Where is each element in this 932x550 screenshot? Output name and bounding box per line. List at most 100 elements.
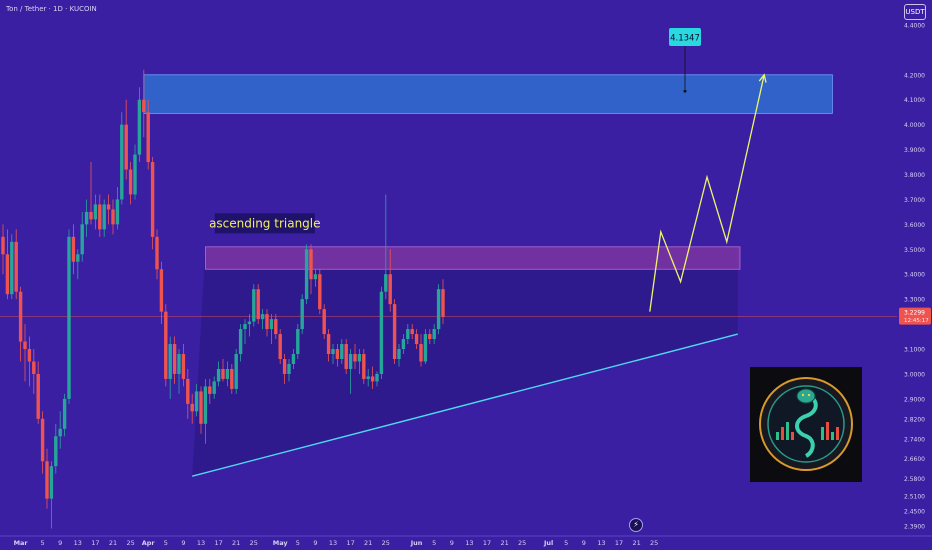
candle-body[interactable] (375, 373, 379, 382)
candle-body[interactable] (309, 249, 313, 280)
candle-body[interactable] (98, 204, 102, 230)
candle-body[interactable] (300, 299, 304, 330)
candle-body[interactable] (45, 461, 49, 499)
candle-body[interactable] (10, 241, 14, 295)
candle-body[interactable] (36, 373, 40, 419)
candle-body[interactable] (252, 289, 256, 322)
candle-body[interactable] (348, 354, 353, 369)
candle-body[interactable] (397, 349, 401, 359)
candle-body[interactable] (120, 124, 124, 200)
lightning-icon[interactable]: ⚡ (629, 518, 643, 532)
candle-body[interactable] (353, 354, 357, 362)
support-trendline[interactable] (192, 333, 738, 477)
price-scale-background[interactable] (897, 0, 932, 550)
candle-body[interactable] (18, 291, 23, 342)
candle-body[interactable] (106, 204, 111, 210)
candle-body[interactable] (370, 376, 375, 382)
candle-body[interactable] (291, 354, 296, 364)
candle-body[interactable] (159, 269, 164, 312)
candle-body[interactable] (150, 162, 155, 237)
candle-body[interactable] (124, 124, 128, 170)
candle-body[interactable] (419, 344, 423, 362)
projection-path[interactable] (649, 74, 765, 312)
candle-body[interactable] (194, 391, 199, 412)
candle-body[interactable] (32, 361, 36, 374)
candle-body[interactable] (58, 428, 62, 437)
candle-body[interactable] (142, 99, 146, 113)
candle-body[interactable] (199, 391, 203, 424)
candle-body[interactable] (274, 319, 278, 335)
candle-body[interactable] (49, 466, 54, 499)
candle-body[interactable] (401, 339, 406, 350)
candle-body[interactable] (428, 334, 432, 340)
candle-body[interactable] (181, 354, 186, 379)
candle-body[interactable] (5, 254, 10, 295)
candle-body[interactable] (80, 224, 84, 255)
candle-body[interactable] (146, 112, 150, 163)
candle-body[interactable] (278, 334, 282, 359)
candle-body[interactable] (234, 354, 238, 389)
candle-body[interactable] (247, 321, 252, 325)
candle-body[interactable] (331, 349, 335, 355)
target-label-box[interactable] (669, 28, 701, 46)
candle-body[interactable] (93, 204, 98, 220)
resistance-zone[interactable] (204, 246, 741, 270)
candle-body[interactable] (128, 169, 133, 195)
candle-body[interactable] (243, 324, 247, 330)
candle-body[interactable] (67, 236, 71, 399)
target-zone[interactable] (143, 74, 833, 114)
candle-body[interactable] (212, 381, 216, 394)
candle-body[interactable] (296, 329, 300, 355)
candle-body[interactable] (164, 311, 168, 379)
candle-body[interactable] (23, 341, 27, 350)
candle-body[interactable] (62, 398, 67, 429)
candle-body[interactable] (357, 354, 362, 362)
candle-body[interactable] (216, 368, 221, 382)
candle-body[interactable] (406, 329, 410, 340)
candle-body[interactable] (256, 289, 260, 320)
candle-body[interactable] (265, 314, 269, 330)
candle-body[interactable] (84, 211, 89, 225)
candle-body[interactable] (133, 154, 137, 195)
candle-body[interactable] (282, 358, 287, 374)
candle-body[interactable] (186, 378, 190, 404)
candle-body[interactable] (14, 241, 18, 292)
candle-body[interactable] (221, 368, 225, 379)
candle-body[interactable] (414, 334, 419, 345)
candle-body[interactable] (168, 344, 172, 379)
candle-body[interactable] (326, 334, 331, 355)
candle-body[interactable] (362, 354, 366, 379)
candle-body[interactable] (172, 344, 177, 374)
candle-body[interactable] (111, 209, 115, 225)
candle-body[interactable] (89, 211, 93, 220)
candle-body[interactable] (423, 334, 428, 362)
candle-body[interactable] (410, 329, 414, 335)
candle-body[interactable] (177, 354, 181, 374)
current-price-badge[interactable] (899, 307, 931, 325)
candle-body[interactable] (27, 349, 32, 362)
candle-body[interactable] (203, 386, 208, 424)
candle-body[interactable] (388, 274, 392, 305)
candle-body[interactable] (155, 236, 159, 270)
candle-body[interactable] (115, 199, 120, 225)
candle-body[interactable] (384, 274, 388, 292)
candle-body[interactable] (40, 418, 45, 462)
candle-body[interactable] (304, 249, 309, 300)
candle-body[interactable] (366, 376, 370, 379)
candle-body[interactable] (225, 368, 230, 379)
candle-body[interactable] (54, 436, 58, 467)
candle-body[interactable] (335, 349, 340, 359)
candle-body[interactable] (208, 386, 212, 394)
candle-body[interactable] (76, 254, 80, 262)
candle-body[interactable] (287, 363, 291, 374)
candle-body[interactable] (137, 99, 142, 155)
candle-body[interactable] (238, 329, 243, 355)
candle-body[interactable] (71, 236, 76, 262)
candle-body[interactable] (102, 204, 106, 230)
candle-body[interactable] (432, 329, 436, 340)
candle-body[interactable] (441, 289, 445, 317)
candle-body[interactable] (344, 344, 348, 369)
candle-body[interactable] (318, 274, 322, 310)
candle-body[interactable] (1, 236, 5, 255)
